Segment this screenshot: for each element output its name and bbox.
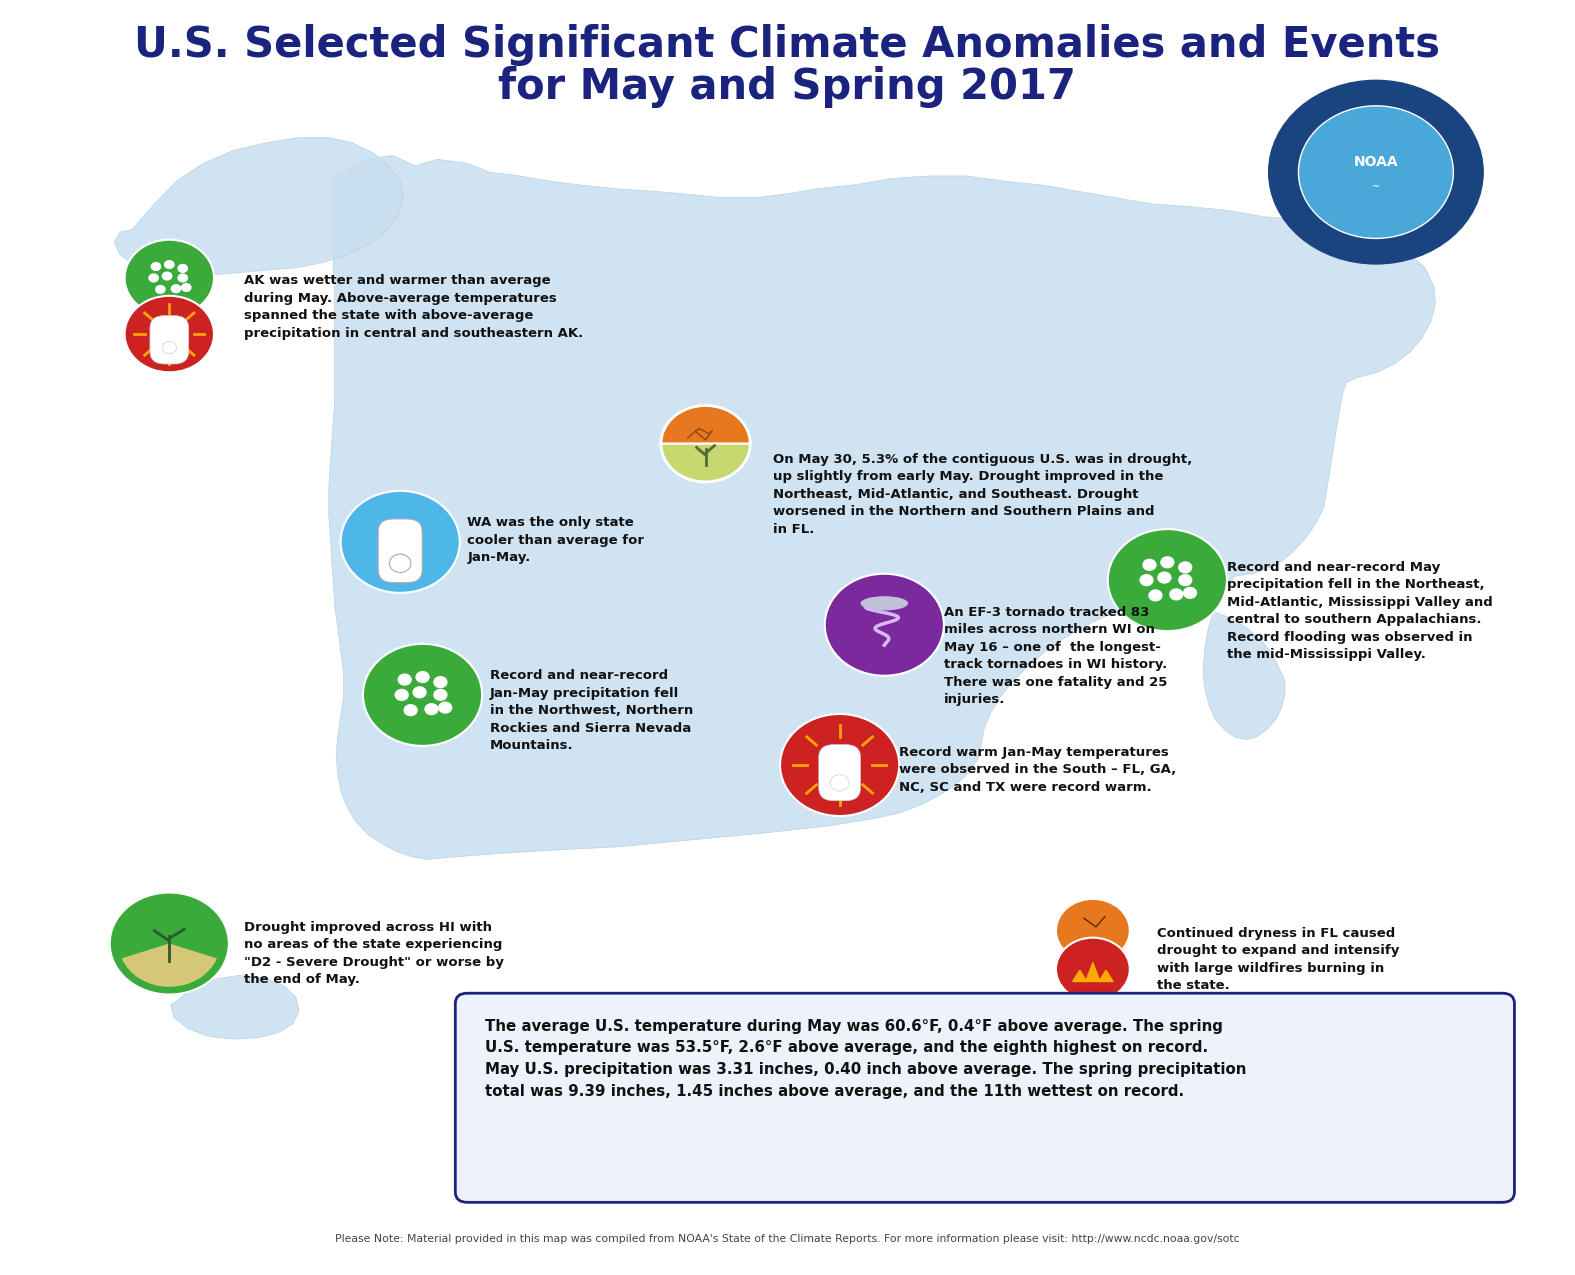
Text: The average U.S. temperature during May was 60.6°F, 0.4°F above average. The spr: The average U.S. temperature during May … (485, 1019, 1246, 1099)
FancyBboxPatch shape (455, 993, 1515, 1202)
Circle shape (389, 555, 411, 572)
Circle shape (394, 688, 410, 701)
Circle shape (1298, 106, 1454, 238)
Wedge shape (662, 444, 750, 482)
Polygon shape (1099, 970, 1114, 982)
Circle shape (1107, 529, 1227, 631)
Circle shape (416, 671, 430, 683)
Text: WA was the only state
cooler than average for
Jan-May.: WA was the only state cooler than averag… (468, 516, 644, 565)
Text: NOAA: NOAA (1353, 156, 1399, 168)
Wedge shape (121, 944, 217, 987)
Circle shape (362, 644, 482, 746)
Text: for May and Spring 2017: for May and Spring 2017 (499, 66, 1076, 107)
Circle shape (340, 491, 460, 593)
Circle shape (438, 701, 452, 714)
Text: Please Note: Material provided in this map was compiled from NOAA's State of the: Please Note: Material provided in this m… (335, 1234, 1240, 1244)
Circle shape (397, 673, 411, 686)
Circle shape (124, 296, 214, 372)
Circle shape (1178, 561, 1192, 574)
Text: An EF-3 tornado tracked 83
miles across northern WI on
May 16 – one of  the long: An EF-3 tornado tracked 83 miles across … (943, 606, 1167, 706)
Text: AK was wetter and warmer than average
during May. Above-average temperatures
spa: AK was wetter and warmer than average du… (244, 274, 583, 339)
Text: Record warm Jan-May temperatures
were observed in the South – FL, GA,
NC, SC and: Record warm Jan-May temperatures were ob… (899, 746, 1177, 794)
FancyBboxPatch shape (819, 745, 860, 801)
Circle shape (154, 284, 165, 295)
Circle shape (162, 272, 172, 280)
Text: Continued dryness in FL caused
drought to expand and intensify
with large wildfi: Continued dryness in FL caused drought t… (1158, 927, 1399, 992)
Circle shape (1158, 571, 1172, 584)
Circle shape (1183, 586, 1197, 599)
Circle shape (1148, 589, 1162, 602)
Polygon shape (170, 975, 299, 1039)
Circle shape (413, 686, 427, 699)
Circle shape (780, 714, 899, 816)
Circle shape (124, 240, 214, 316)
Circle shape (170, 284, 181, 293)
Text: On May 30, 5.3% of the contiguous U.S. was in drought,
up slightly from early Ma: On May 30, 5.3% of the contiguous U.S. w… (773, 453, 1192, 536)
Circle shape (181, 283, 192, 292)
Circle shape (1055, 937, 1129, 1001)
Circle shape (148, 273, 159, 283)
Polygon shape (1073, 970, 1087, 982)
Circle shape (1169, 588, 1183, 601)
Text: Drought improved across HI with
no areas of the state experiencing
"D2 - Severe : Drought improved across HI with no areas… (244, 921, 504, 986)
Text: Record and near-record
Jan-May precipitation fell
in the Northwest, Northern
Roc: Record and near-record Jan-May precipita… (490, 669, 693, 752)
Circle shape (433, 688, 447, 701)
Circle shape (1178, 574, 1192, 586)
Polygon shape (329, 156, 1435, 859)
Text: Record and near-record May
precipitation fell in the Northeast,
Mid-Atlantic, Mi: Record and near-record May precipitation… (1227, 561, 1493, 662)
Circle shape (162, 342, 176, 353)
Circle shape (1161, 556, 1175, 569)
Circle shape (178, 264, 187, 273)
Circle shape (825, 574, 943, 676)
Circle shape (110, 892, 228, 995)
Polygon shape (1085, 963, 1099, 982)
Polygon shape (115, 138, 403, 275)
Circle shape (164, 260, 175, 269)
Text: ~: ~ (1372, 182, 1380, 193)
Circle shape (424, 703, 438, 715)
Circle shape (1268, 80, 1484, 264)
Circle shape (1139, 574, 1153, 586)
Circle shape (403, 704, 417, 717)
Circle shape (433, 676, 447, 688)
FancyBboxPatch shape (378, 519, 422, 583)
Circle shape (1055, 899, 1129, 963)
Circle shape (830, 775, 849, 790)
Circle shape (1142, 558, 1156, 571)
Text: U.S. Selected Significant Climate Anomalies and Events: U.S. Selected Significant Climate Anomal… (134, 24, 1441, 65)
Wedge shape (662, 405, 750, 444)
Circle shape (151, 261, 161, 272)
FancyBboxPatch shape (150, 315, 189, 365)
Circle shape (178, 273, 187, 283)
Ellipse shape (860, 597, 909, 611)
